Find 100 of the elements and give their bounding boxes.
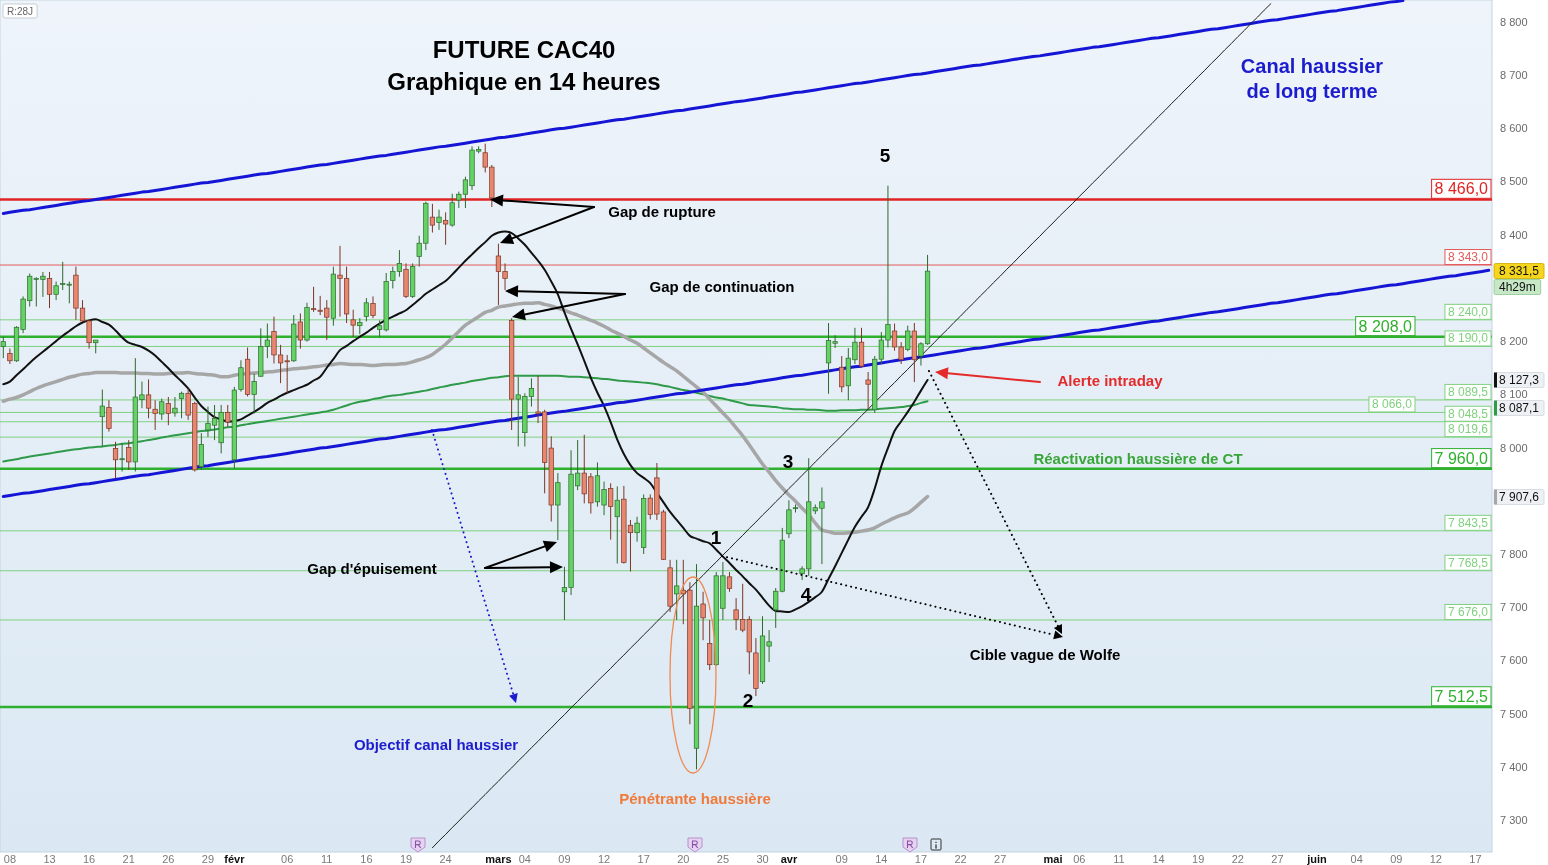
candlestick bbox=[436, 209, 442, 231]
x-tick-label: 17 bbox=[914, 853, 928, 865]
ref-line-label: 8 208,0 bbox=[1358, 317, 1413, 335]
ref-line-label: 8 019,6 bbox=[1447, 422, 1489, 437]
x-tick-label: 04 bbox=[1350, 853, 1363, 865]
x-tick-label: 29 bbox=[201, 853, 215, 865]
text: 7 907,6 bbox=[1499, 490, 1540, 504]
x-tick-label: juin bbox=[1306, 853, 1328, 865]
y-tick-label: 8 200 bbox=[1500, 335, 1528, 348]
candlestick bbox=[0, 336, 6, 359]
y-tick-label: 7 700 bbox=[1500, 601, 1528, 614]
annotation: Gap de continuation bbox=[649, 277, 795, 295]
y-tick-label: 7 400 bbox=[1500, 760, 1528, 773]
text: 8 331,5 bbox=[1499, 264, 1540, 278]
candlestick bbox=[310, 286, 317, 313]
y-tick-label: 8 800 bbox=[1500, 15, 1528, 28]
candlestick bbox=[126, 439, 132, 471]
candlestick bbox=[46, 271, 53, 309]
annotation: Objectif canal haussier bbox=[353, 735, 519, 753]
annotation: 5 bbox=[879, 144, 891, 166]
y-tick-label: 7 500 bbox=[1500, 707, 1528, 720]
x-tick-label: 04 bbox=[518, 853, 531, 865]
line-series bbox=[2, 230, 929, 613]
text: FUTURE CAC40 bbox=[432, 35, 616, 63]
x-tick-label: 08 bbox=[3, 853, 17, 865]
ref-line-label: 7 768,5 bbox=[1447, 555, 1489, 570]
ref-line-label: 8 190,0 bbox=[1447, 331, 1489, 346]
x-tick-label: 16 bbox=[360, 853, 373, 865]
y-tick-label: 7 300 bbox=[1500, 814, 1528, 827]
ref-line-label: 8 066,0 bbox=[1371, 397, 1413, 412]
ref-line-label: 8 466,0 bbox=[1434, 180, 1489, 198]
annotation: 1 bbox=[710, 526, 722, 548]
candlestick bbox=[198, 432, 204, 471]
ref-line-label: 7 512,5 bbox=[1434, 687, 1489, 705]
candlestick bbox=[614, 485, 620, 565]
candlestick bbox=[251, 373, 257, 414]
y-tick-label: 8 000 bbox=[1500, 441, 1528, 454]
candlestick bbox=[674, 559, 680, 621]
annotation: Gap d'épuisement bbox=[307, 559, 437, 577]
x-tick-label: 11 bbox=[321, 853, 333, 865]
candlestick bbox=[786, 499, 792, 539]
candlestick bbox=[53, 281, 59, 301]
x-tick-label: 06 bbox=[1073, 853, 1086, 865]
candlestick bbox=[363, 297, 369, 322]
line-series bbox=[1, 268, 1491, 499]
candlestick bbox=[608, 482, 614, 541]
ref-line-label: 7 676,0 bbox=[1447, 604, 1489, 619]
candlestick bbox=[99, 389, 105, 447]
x-tick-label: 20 bbox=[677, 853, 690, 865]
candlestick bbox=[119, 442, 125, 472]
x-tick-label: 27 bbox=[994, 853, 1007, 865]
x-tick-label: 21 bbox=[122, 853, 135, 865]
x-tick-label: 14 bbox=[875, 853, 888, 865]
y-tick-label: 7 800 bbox=[1500, 547, 1528, 560]
candlestick bbox=[865, 371, 871, 411]
candlestick bbox=[700, 591, 706, 641]
x-tick-label: 09 bbox=[558, 853, 571, 865]
annotation: Canal haussier de long terme bbox=[1240, 55, 1384, 102]
candlestick bbox=[350, 309, 356, 338]
candlestick bbox=[839, 355, 845, 393]
candlestick bbox=[178, 391, 185, 419]
ref-line-label: 8 089,5 bbox=[1447, 384, 1489, 399]
x-tick-label: 26 bbox=[162, 853, 175, 865]
ref-line-label: 7 960,0 bbox=[1434, 449, 1489, 467]
candlestick bbox=[297, 312, 303, 350]
candlestick bbox=[443, 211, 449, 246]
y-tick-label: 8 700 bbox=[1500, 69, 1528, 82]
annotation: Cible vague de Wolfe bbox=[969, 645, 1121, 663]
y-tick-label: 8 400 bbox=[1500, 228, 1528, 241]
x-tick-label: 27 bbox=[1271, 853, 1284, 865]
x-tick-label: 11 bbox=[1113, 853, 1125, 865]
candlestick bbox=[858, 327, 865, 369]
annotation: 3 bbox=[782, 450, 794, 472]
ref-line-label: 7 843,5 bbox=[1447, 515, 1489, 530]
y-tick-label: 8 100 bbox=[1500, 388, 1528, 401]
annotation: Alerte intraday bbox=[1057, 371, 1164, 389]
text: 8 087,1 bbox=[1499, 401, 1540, 415]
x-tick-label: 24 bbox=[439, 853, 452, 865]
ref-line-label: 8 240,0 bbox=[1447, 304, 1489, 319]
x-tick-label: 22 bbox=[954, 853, 967, 865]
y-tick-label: 7 600 bbox=[1500, 654, 1528, 667]
x-tick-label: 13 bbox=[43, 853, 56, 865]
x-tick-label: mai bbox=[1043, 853, 1063, 865]
x-tick-label: févr bbox=[224, 853, 246, 865]
candlestick bbox=[555, 472, 561, 541]
candlestick bbox=[905, 325, 911, 352]
text: 8 127,3 bbox=[1499, 373, 1540, 387]
x-tick-label: 12 bbox=[597, 853, 611, 865]
x-tick-label: 22 bbox=[1231, 853, 1244, 865]
x-tick-label: 30 bbox=[756, 853, 769, 865]
x-tick-label: 19 bbox=[1192, 853, 1205, 865]
x-tick-label: 09 bbox=[1390, 853, 1403, 865]
candlestick bbox=[172, 396, 178, 418]
candlestick bbox=[106, 399, 112, 433]
x-tick-label: 09 bbox=[835, 853, 848, 865]
x-tick-label: 12 bbox=[1429, 853, 1443, 865]
ref-line-label: 8 048,5 bbox=[1447, 406, 1489, 421]
x-tick-label: 17 bbox=[1469, 853, 1482, 865]
candlestick bbox=[165, 396, 171, 426]
candlestick bbox=[370, 295, 376, 319]
